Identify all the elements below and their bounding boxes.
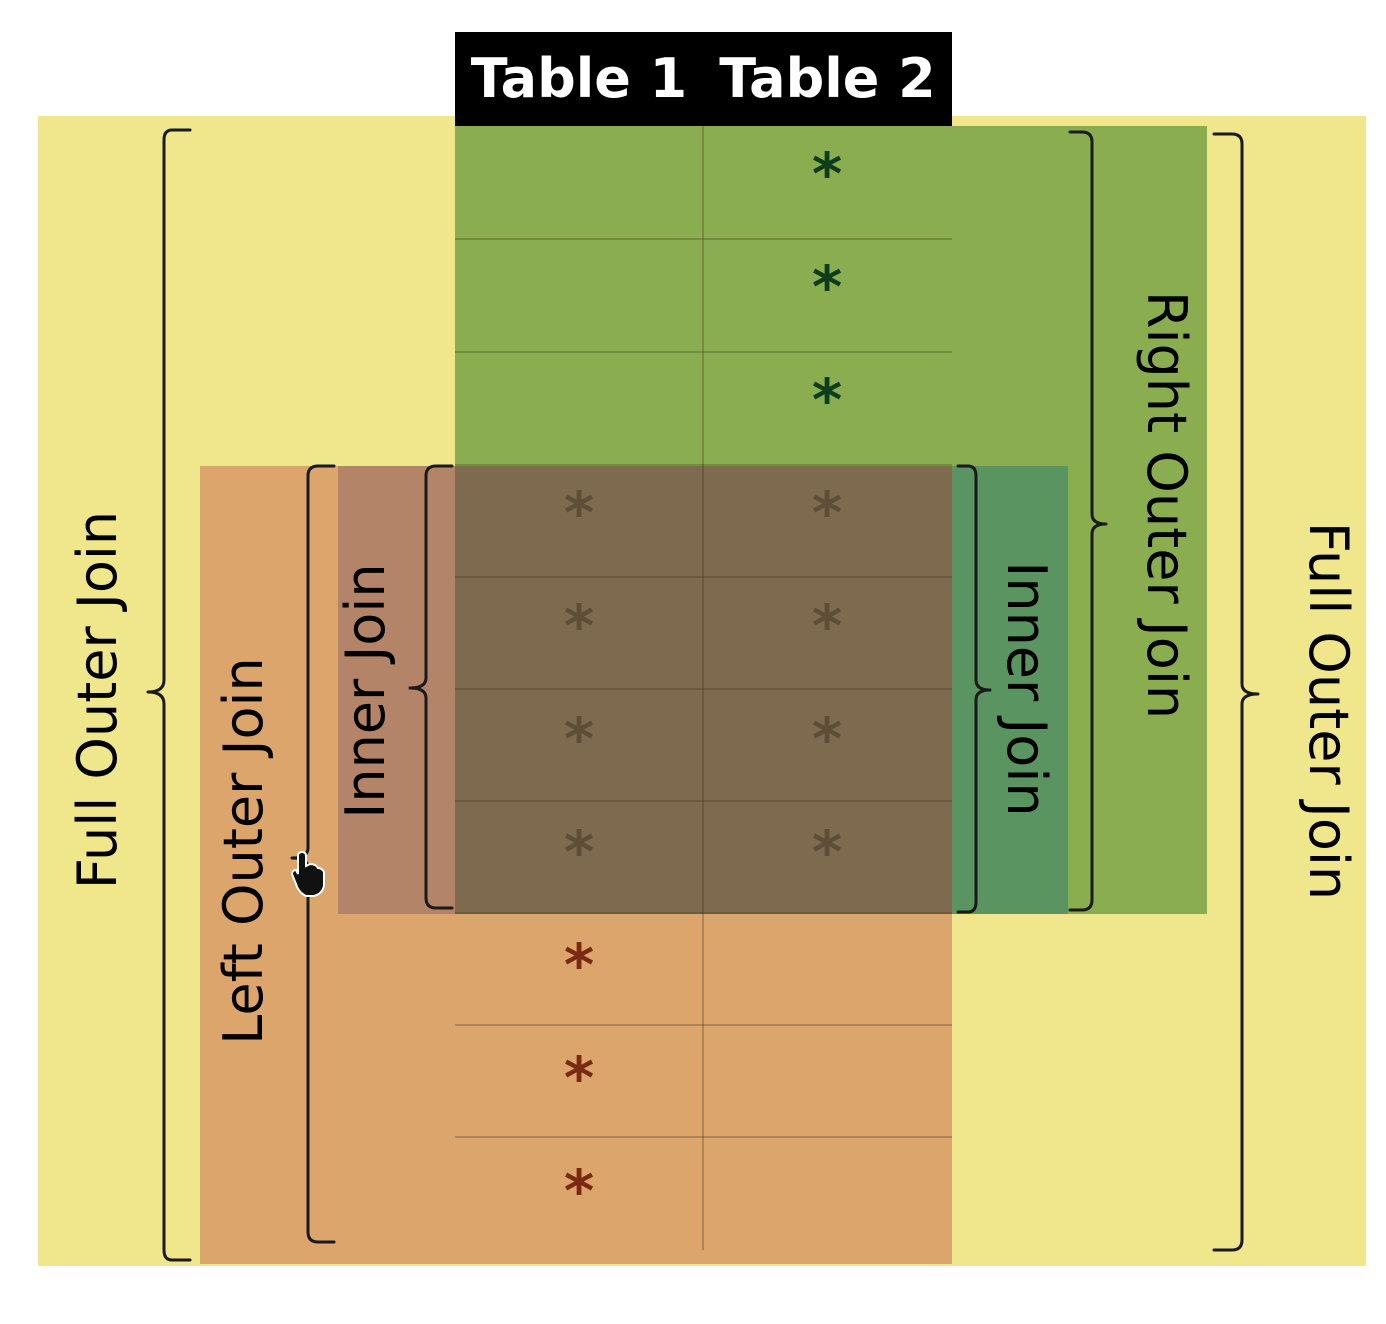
full-outer-left-bracket xyxy=(146,128,192,1262)
table2-header: Table 2 xyxy=(719,47,936,110)
full-outer-right-label: Full Outer Join xyxy=(1297,521,1360,901)
row-marker-table2: * xyxy=(811,592,843,660)
row-marker-table2: * xyxy=(811,705,843,773)
row-marker-table2: * xyxy=(811,818,843,886)
row-marker-table2: * xyxy=(811,140,843,208)
table-header xyxy=(455,32,952,126)
right-outer-bracket xyxy=(1068,130,1108,912)
full-outer-left-label: Full Outer Join xyxy=(66,510,129,890)
full-outer-right-bracket xyxy=(1212,132,1260,1252)
row-marker-table1: * xyxy=(563,931,595,999)
row-marker-table1: * xyxy=(563,1157,595,1225)
row-marker-table1: * xyxy=(563,1044,595,1112)
inner-left-label: Inner Join xyxy=(334,563,397,819)
inner-left-bracket xyxy=(408,464,454,910)
left-outer-bracket xyxy=(290,464,336,1244)
table1-header: Table 1 xyxy=(470,47,688,110)
row-marker-table1: * xyxy=(563,479,595,547)
inner-right-bracket xyxy=(956,464,992,914)
row-marker-table2: * xyxy=(811,366,843,434)
matched-rows-region xyxy=(455,466,952,914)
table-grid xyxy=(455,126,952,1250)
row-marker-table1: * xyxy=(563,592,595,660)
left-outer-label: Left Outer Join xyxy=(212,657,275,1045)
row-marker-table2: * xyxy=(811,253,843,321)
hand-cursor-icon xyxy=(290,850,325,897)
right-outer-label: Right Outer Join xyxy=(1135,291,1198,720)
inner-right-label: Inner Join xyxy=(995,561,1058,817)
row-marker-table1: * xyxy=(563,818,595,886)
row-marker-table1: * xyxy=(563,705,595,773)
row-marker-table2: * xyxy=(811,479,843,547)
